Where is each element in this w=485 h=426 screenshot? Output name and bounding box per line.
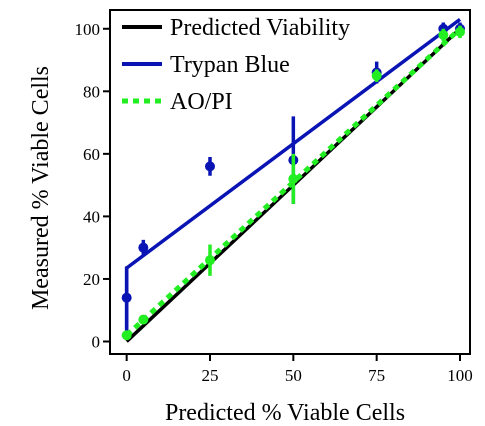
legend: Predicted Viability Trypan Blue AO/PI xyxy=(122,15,350,115)
data-point xyxy=(455,26,465,37)
data-point xyxy=(438,30,449,41)
data-point xyxy=(138,314,149,325)
y-tick-label: 40 xyxy=(83,207,100,226)
y-tick-label: 20 xyxy=(83,270,100,289)
y-axis-label: Measured % Viable Cells xyxy=(28,66,54,310)
y-ticks: 0 20 40 60 80 100 xyxy=(75,20,110,351)
data-point xyxy=(121,330,132,341)
x-tick-label: 50 xyxy=(285,366,302,385)
y-tick-label: 0 xyxy=(92,332,101,351)
data-point xyxy=(288,173,299,184)
x-tick-label: 0 xyxy=(122,366,131,385)
x-ticks: 0 25 50 75 100 xyxy=(122,354,473,385)
plot-frame xyxy=(109,9,471,355)
legend-label-0: Predicted Viability xyxy=(170,15,350,41)
x-tick-label: 25 xyxy=(202,366,219,385)
data-point xyxy=(371,70,382,81)
x-tick-label: 75 xyxy=(368,366,385,385)
axes xyxy=(109,9,471,355)
data-point xyxy=(121,292,132,303)
x-axis-label: Predicted % Viable Cells xyxy=(165,400,405,426)
y-tick-label: 100 xyxy=(75,20,101,39)
y-tick-label: 80 xyxy=(83,82,100,101)
data-point xyxy=(138,242,149,253)
y-tick-label: 60 xyxy=(83,145,100,164)
series-line-2 xyxy=(124,26,462,338)
x-tick-label: 100 xyxy=(447,366,473,385)
data-point xyxy=(205,161,215,172)
data-point xyxy=(205,255,215,266)
data-markers xyxy=(121,22,465,341)
legend-label-2: AO/PI xyxy=(170,89,233,115)
legend-label-1: Trypan Blue xyxy=(170,52,290,78)
